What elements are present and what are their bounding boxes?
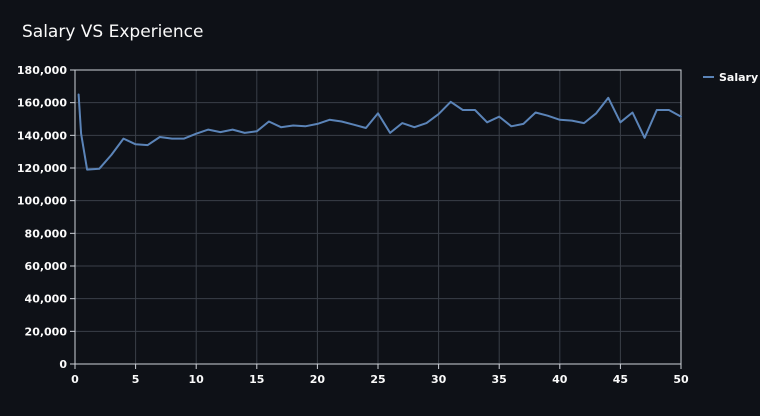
y-tick-label: 120,000 xyxy=(17,162,67,175)
chart-title: Salary VS Experience xyxy=(22,22,203,42)
axes: 0 5 10 15 20 25 30 35 40 45 50 0 20,000 40,000 60,000 8… xyxy=(17,64,689,386)
y-tick-label: 60,000 xyxy=(25,260,68,273)
y-tick-label: 180,000 xyxy=(17,64,67,77)
y-tick-label: 40,000 xyxy=(25,293,68,306)
x-tick-label: 25 xyxy=(370,373,385,386)
series-line-salary[interactable] xyxy=(77,93,682,171)
x-tick-label: 5 xyxy=(132,373,140,386)
x-tick-label: 15 xyxy=(249,373,264,386)
y-tick-label: 80,000 xyxy=(25,227,68,240)
x-tick-label: 20 xyxy=(310,373,326,386)
y-tick-label: 0 xyxy=(59,358,67,371)
x-tick-label: 35 xyxy=(492,373,507,386)
x-tick-label: 40 xyxy=(552,373,568,386)
x-tick-label: 30 xyxy=(431,373,447,386)
legend[interactable]: Salary xyxy=(703,71,758,84)
x-tick-label: 0 xyxy=(71,373,79,386)
grid-lines xyxy=(74,69,682,365)
x-tick-label: 45 xyxy=(613,373,628,386)
y-tick-label: 160,000 xyxy=(17,97,67,110)
y-tick-label: 140,000 xyxy=(17,129,67,142)
series-layer xyxy=(77,93,682,171)
x-tick-label: 10 xyxy=(189,373,205,386)
legend-label[interactable]: Salary xyxy=(719,71,758,84)
y-tick-label: 20,000 xyxy=(25,325,68,338)
x-tick-label: 50 xyxy=(673,373,689,386)
y-tick-label: 100,000 xyxy=(17,195,67,208)
